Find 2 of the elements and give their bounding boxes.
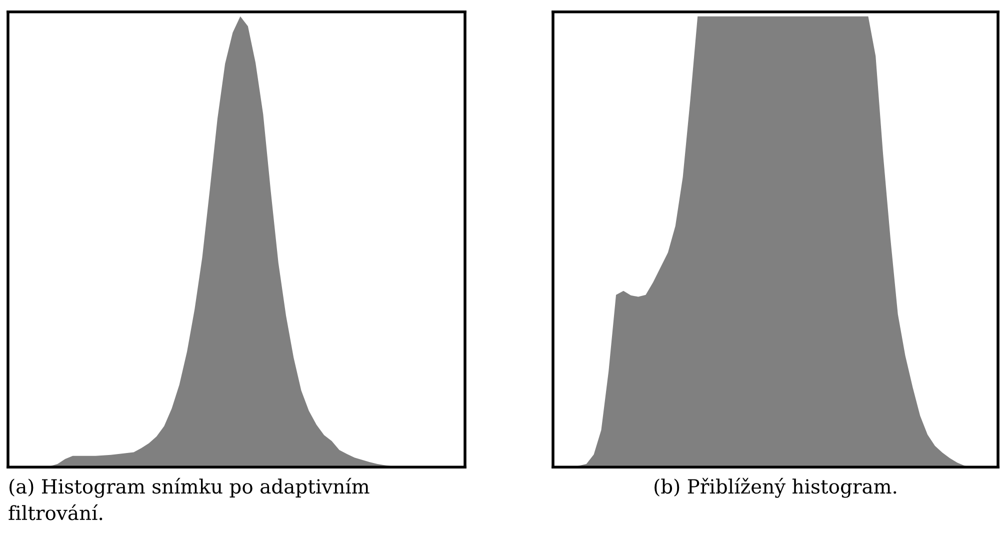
text: (b) Přiblížený histogram. bbox=[654, 478, 896, 498]
text: (a) Histogram snímku po adaptivním filtrování. bbox=[8, 478, 370, 520]
